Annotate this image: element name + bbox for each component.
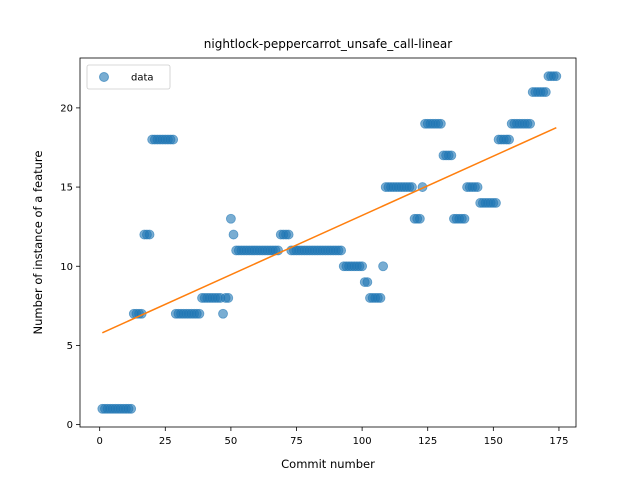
data-point bbox=[223, 293, 234, 303]
data-point bbox=[459, 213, 470, 224]
data-point bbox=[504, 134, 514, 145]
data-point bbox=[362, 277, 373, 287]
chart-title: nightlock-peppercarrot_unsafe_call-linea… bbox=[204, 37, 452, 51]
plot-area bbox=[97, 71, 562, 414]
data-point bbox=[525, 118, 535, 129]
data-point bbox=[357, 261, 368, 272]
data-point bbox=[194, 308, 205, 319]
data-point bbox=[336, 245, 347, 256]
data-point bbox=[378, 261, 389, 272]
legend-marker bbox=[99, 72, 109, 82]
data-point bbox=[283, 229, 294, 240]
x-tick-label: 25 bbox=[159, 436, 172, 447]
data-point bbox=[414, 213, 425, 224]
data-point bbox=[435, 118, 446, 129]
y-tick-label: 20 bbox=[60, 103, 73, 114]
data-point bbox=[446, 150, 457, 161]
x-axis-label: Commit number bbox=[281, 457, 375, 471]
y-axis-label: Number of instance of a feature bbox=[31, 151, 45, 335]
data-point bbox=[225, 213, 236, 224]
trend-line bbox=[101, 126, 557, 334]
data-point bbox=[375, 293, 386, 303]
x-tick-label: 75 bbox=[290, 436, 303, 447]
data-point bbox=[407, 182, 417, 192]
legend-box bbox=[86, 64, 171, 90]
axes-frame bbox=[79, 57, 577, 428]
y-axis: 0 5 10 15 20 bbox=[60, 103, 80, 431]
data-point bbox=[144, 229, 155, 240]
y-tick-label: 10 bbox=[60, 262, 73, 273]
y-tick-label: 5 bbox=[67, 341, 73, 352]
x-tick-label: 175 bbox=[549, 436, 568, 447]
y-tick-label: 15 bbox=[60, 183, 73, 194]
data-point bbox=[228, 229, 239, 240]
data-point bbox=[491, 198, 501, 208]
legend-label-data: data bbox=[131, 73, 154, 84]
data-point bbox=[551, 71, 562, 82]
data-point bbox=[472, 182, 483, 192]
data-point bbox=[168, 134, 179, 145]
y-tick-label: 0 bbox=[67, 420, 73, 431]
x-tick-label: 100 bbox=[353, 436, 372, 447]
data-point bbox=[540, 87, 551, 97]
x-tick-label: 125 bbox=[418, 436, 437, 447]
x-tick-label: 0 bbox=[96, 436, 102, 447]
legend: data bbox=[86, 64, 171, 90]
x-tick-label: 50 bbox=[225, 436, 238, 447]
data-point bbox=[218, 308, 228, 319]
x-tick-label: 150 bbox=[484, 436, 503, 447]
data-point bbox=[126, 403, 137, 414]
x-axis: 0 25 50 75 100 125 150 175 bbox=[96, 427, 568, 447]
